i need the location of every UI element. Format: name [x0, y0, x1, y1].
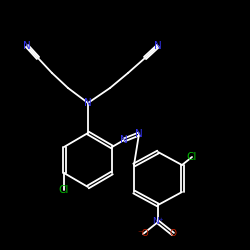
Text: N: N	[135, 129, 143, 139]
Text: Cl: Cl	[187, 152, 197, 162]
Text: N⁺: N⁺	[152, 218, 164, 226]
Text: Cl: Cl	[59, 185, 69, 195]
Text: N: N	[23, 41, 31, 51]
Text: O: O	[170, 230, 176, 238]
Text: N: N	[154, 41, 162, 51]
Text: N: N	[84, 98, 92, 108]
Text: N: N	[120, 135, 128, 145]
Text: ⁻O: ⁻O	[137, 230, 149, 238]
